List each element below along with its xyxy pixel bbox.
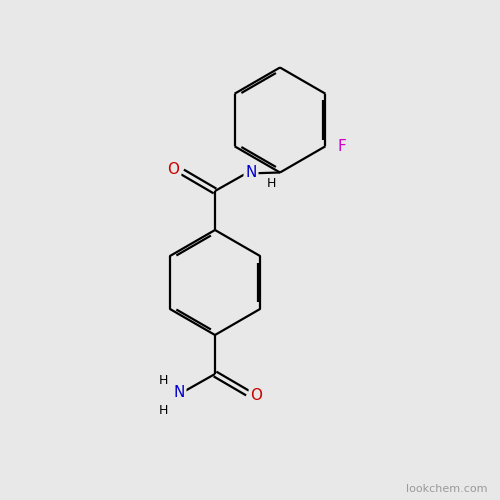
Text: F: F bbox=[337, 139, 346, 154]
Text: lookchem.com: lookchem.com bbox=[406, 484, 487, 494]
Text: N: N bbox=[246, 165, 256, 180]
Text: O: O bbox=[168, 162, 179, 176]
Text: H: H bbox=[266, 177, 276, 190]
Text: H: H bbox=[158, 404, 168, 417]
Text: O: O bbox=[250, 388, 262, 404]
Text: N: N bbox=[174, 385, 184, 400]
Text: H: H bbox=[158, 374, 168, 387]
